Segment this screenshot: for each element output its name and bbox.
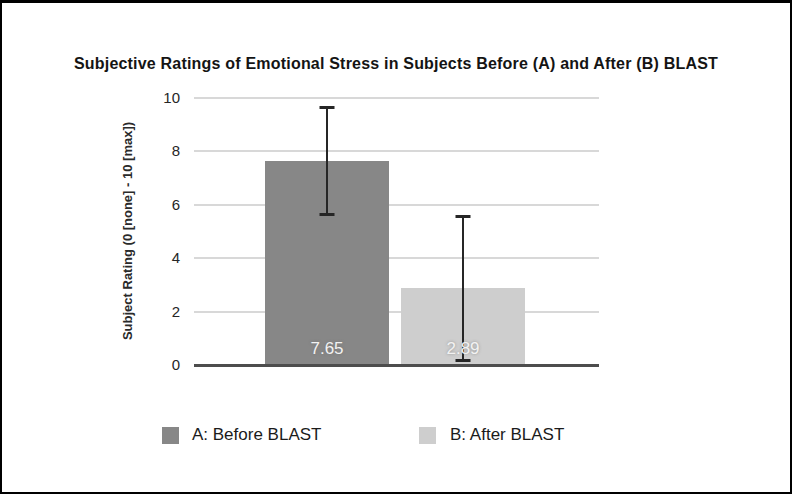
legend-swatch-before-blast	[162, 427, 179, 444]
y-tick-label-10: 10	[150, 88, 180, 108]
error-cap-bottom-b-after-blast	[456, 359, 471, 362]
gridline-6	[194, 204, 599, 206]
y-tick-label-8: 8	[150, 141, 180, 161]
gridline-2	[194, 311, 599, 313]
y-axis-label: Subject Rating (0 [none] - 10 [max])	[120, 122, 135, 340]
error-cap-bottom-a-before-blast	[320, 213, 335, 216]
legend-swatch-after-blast	[419, 427, 436, 444]
gridline-10	[194, 97, 599, 99]
legend-label-before-blast: A: Before BLAST	[192, 425, 321, 445]
y-tick-label-4: 4	[150, 248, 180, 268]
y-tick-label-0: 0	[150, 355, 180, 375]
plot-area: 7.65 2.89	[194, 98, 599, 365]
error-bar-a-before-blast	[326, 107, 328, 215]
error-cap-top-a-before-blast	[320, 106, 335, 109]
chart-frame: Subjective Ratings of Emotional Stress i…	[0, 0, 792, 494]
x-axis-line	[194, 364, 599, 367]
bar-value-label-b-after-blast: 2.89	[446, 339, 479, 359]
y-tick-label-6: 6	[150, 195, 180, 215]
legend-label-after-blast: B: After BLAST	[450, 425, 564, 445]
chart-title: Subjective Ratings of Emotional Stress i…	[2, 55, 790, 73]
gridline-4	[194, 257, 599, 259]
gridline-8	[194, 150, 599, 152]
y-tick-label-2: 2	[150, 302, 180, 322]
error-cap-top-b-after-blast	[456, 215, 471, 218]
bar-value-label-a-before-blast: 7.65	[310, 339, 343, 359]
